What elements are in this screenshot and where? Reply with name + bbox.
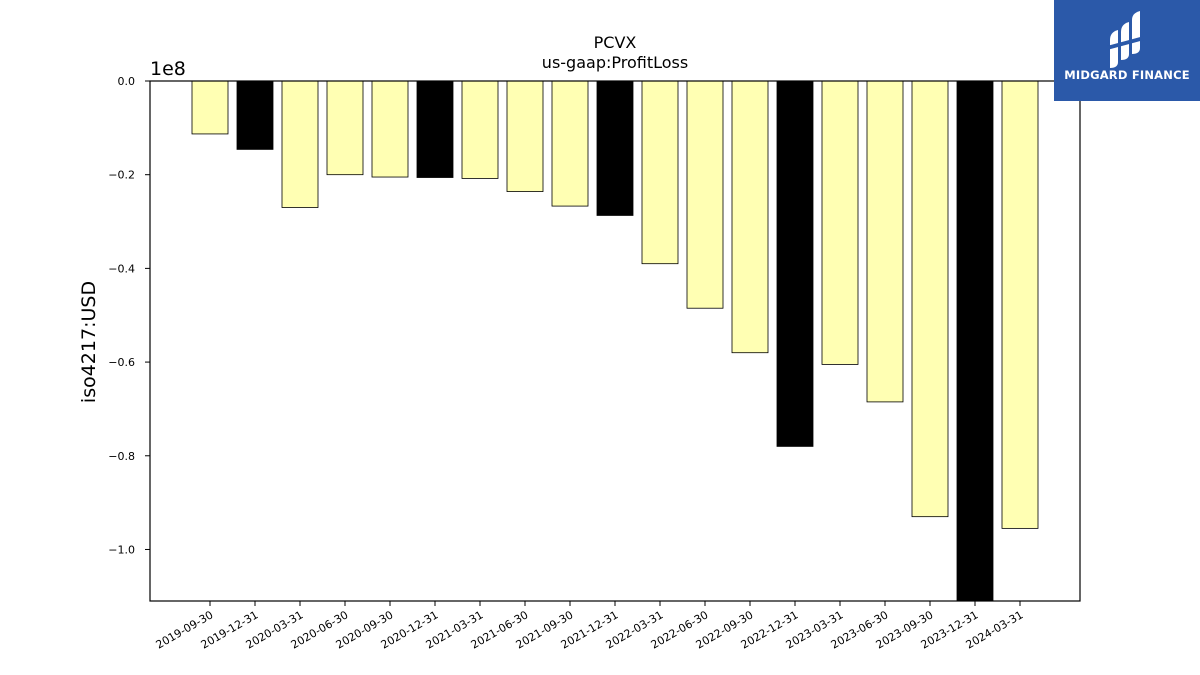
- bar-2020-12-31: [416, 80, 454, 178]
- brand-name: MIDGARD FINANCE: [1064, 68, 1190, 82]
- y-tick-label: −1.0: [108, 543, 135, 556]
- bar-2021-12-31: [596, 80, 634, 216]
- bar-2020-03-31: [281, 80, 319, 208]
- bar-2022-09-30: [731, 80, 769, 354]
- bar-2022-06-30: [686, 80, 724, 309]
- y-axis-label: iso4217:USD: [78, 281, 100, 403]
- y-tick-label: −0.2: [108, 169, 135, 182]
- bar-2023-09-30: [911, 80, 949, 518]
- bar-2020-06-30: [326, 80, 364, 176]
- plot-frame: [149, 80, 1081, 602]
- bar-2023-03-31: [821, 80, 859, 365]
- chart-title: PCVX: [594, 33, 637, 52]
- bar-2021-06-30: [506, 80, 544, 192]
- y-tick-label: −0.8: [108, 450, 135, 463]
- y-tick-label: −0.6: [108, 356, 135, 369]
- y-tick-label: −0.4: [108, 262, 135, 275]
- chart-subtitle: us-gaap:ProfitLoss: [542, 53, 688, 72]
- bar-2022-12-31: [776, 80, 814, 447]
- y-ticks-group: 0.0 −0.2 −0.4 −0.6 −0.8 −1.0: [108, 75, 150, 556]
- midgard-logo-icon: [1107, 11, 1144, 68]
- bar-2019-09-30: [191, 80, 229, 135]
- bar-2023-12-31: [956, 80, 994, 602]
- y-tick-label: 0.0: [118, 75, 136, 88]
- bar-2019-12-31: [236, 80, 274, 150]
- bar-2022-03-31: [641, 80, 679, 265]
- midgard-finance-logo: MIDGARD FINANCE: [1054, 0, 1200, 101]
- x-ticks-group: 2019-09-302019-12-312020-03-312020-06-30…: [154, 601, 1026, 652]
- y-scale-label: 1e8: [150, 58, 186, 80]
- bar-2020-09-30: [371, 80, 409, 178]
- bars-group: [191, 80, 1039, 602]
- bar-2021-09-30: [551, 80, 589, 207]
- bar-2023-06-30: [866, 80, 904, 403]
- bar-2024-03-31: [1001, 80, 1039, 529]
- bar-2021-03-31: [461, 80, 499, 179]
